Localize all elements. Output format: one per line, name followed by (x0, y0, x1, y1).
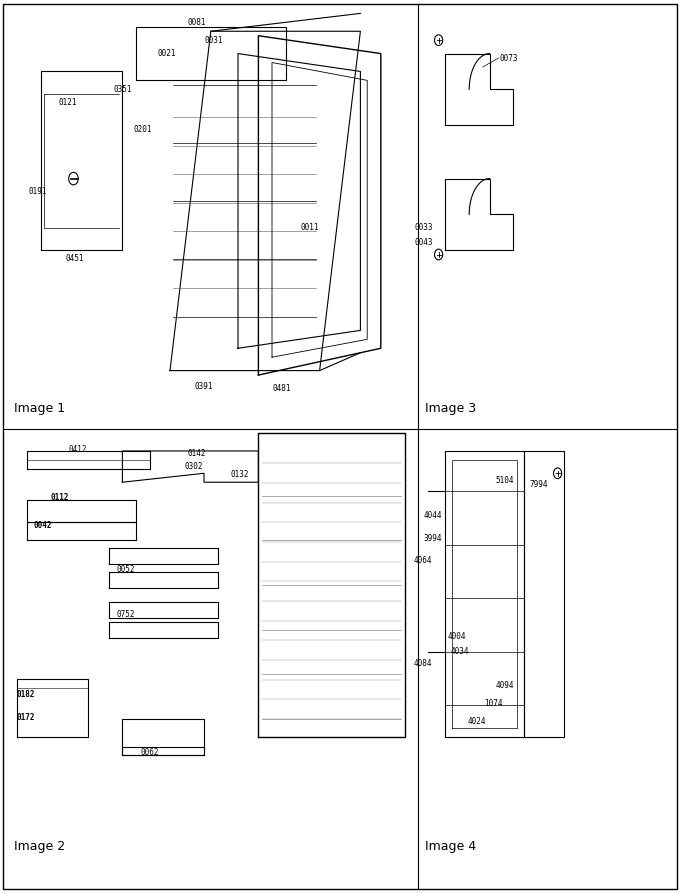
Text: 0121: 0121 (58, 98, 78, 107)
Text: 4004: 4004 (447, 632, 466, 641)
Text: 0182: 0182 (16, 690, 35, 699)
Text: 0031: 0031 (205, 36, 224, 45)
Text: 0073: 0073 (500, 54, 518, 63)
Text: 4044: 4044 (423, 511, 442, 520)
Text: 0081: 0081 (188, 18, 207, 27)
Text: 0752: 0752 (116, 610, 135, 619)
Text: 0042: 0042 (33, 521, 52, 530)
Text: Image 2: Image 2 (14, 839, 65, 853)
Text: 3994: 3994 (423, 534, 442, 543)
Text: 0481: 0481 (273, 384, 292, 393)
Text: Image 3: Image 3 (425, 402, 476, 415)
Text: 0172: 0172 (16, 714, 35, 722)
Text: 4064: 4064 (413, 556, 432, 565)
Text: 0043: 0043 (415, 238, 433, 247)
Text: 0052: 0052 (116, 565, 135, 574)
Text: 0191: 0191 (28, 188, 47, 196)
Text: 1074: 1074 (484, 699, 503, 708)
Text: 0033: 0033 (415, 223, 433, 232)
Text: Image 1: Image 1 (14, 402, 65, 415)
Text: 0391: 0391 (194, 382, 214, 391)
Text: 0132: 0132 (230, 470, 249, 479)
Text: 0112: 0112 (50, 493, 69, 502)
Text: 5104: 5104 (495, 476, 514, 485)
Text: 7994: 7994 (529, 480, 548, 489)
Text: 4034: 4034 (450, 647, 469, 656)
Text: 4024: 4024 (468, 717, 487, 726)
Text: 0142: 0142 (188, 449, 207, 458)
Text: 0011: 0011 (300, 223, 319, 232)
Text: 0351: 0351 (113, 85, 132, 94)
Text: 0302: 0302 (184, 462, 203, 471)
Text: 4094: 4094 (495, 681, 514, 690)
Text: Image 4: Image 4 (425, 839, 476, 853)
Text: 0021: 0021 (157, 49, 176, 58)
Text: 0412: 0412 (69, 445, 88, 454)
Text: 0062: 0062 (140, 748, 159, 757)
Text: 0201: 0201 (133, 125, 152, 134)
Text: 0451: 0451 (65, 255, 84, 263)
Text: 4084: 4084 (413, 659, 432, 668)
